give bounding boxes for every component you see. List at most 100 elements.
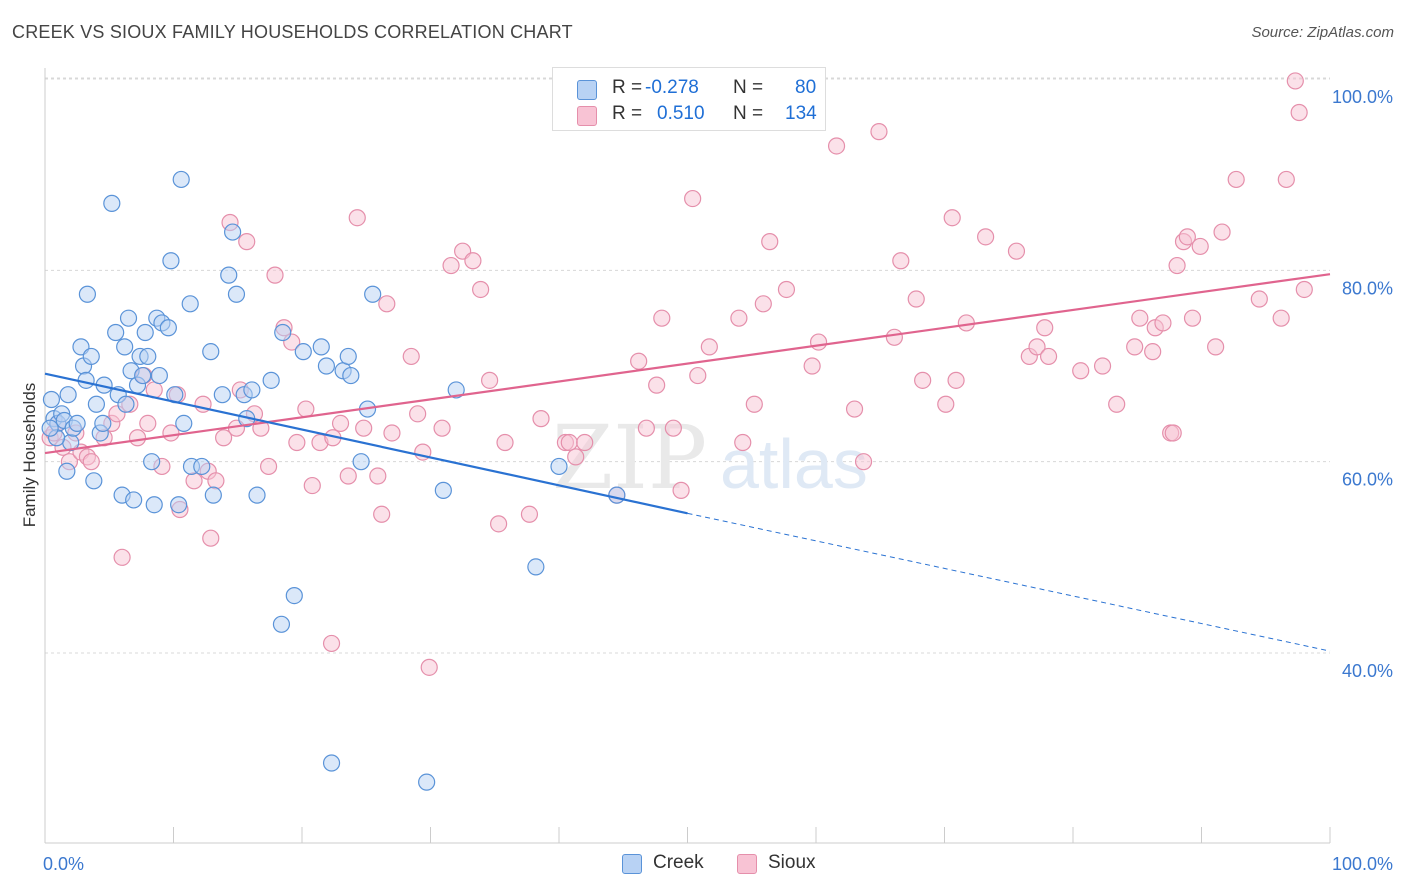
sioux-point xyxy=(937,395,955,413)
chart-title: CREEK VS SIOUX FAMILY HOUSEHOLDS CORRELA… xyxy=(12,22,573,42)
sioux-point xyxy=(139,414,157,432)
sioux-point xyxy=(420,658,438,676)
creek-point xyxy=(550,457,568,476)
sioux-point xyxy=(339,467,357,485)
creek-trend-line xyxy=(44,372,688,515)
sioux-point xyxy=(845,400,864,418)
trend-lines xyxy=(44,273,1331,652)
stats-box: R = -0.278 N = 80 R = 0.510 N = 134 xyxy=(552,67,826,131)
creek-point xyxy=(224,223,242,241)
y-tick-label: 100.0% xyxy=(1332,87,1393,107)
creek-point xyxy=(103,194,121,212)
legend-label-sioux: Sioux xyxy=(768,852,816,873)
creek-point xyxy=(434,481,452,499)
creek-point xyxy=(274,323,292,342)
sioux-point xyxy=(1028,338,1046,356)
sioux-point xyxy=(128,429,147,447)
sioux-point xyxy=(1183,309,1202,327)
creek-point xyxy=(41,419,59,437)
sioux-point xyxy=(1144,343,1162,361)
creek-point xyxy=(181,295,199,313)
sioux-point xyxy=(1277,170,1295,189)
creek-point xyxy=(175,414,193,432)
creek-point xyxy=(119,309,138,327)
creek-point xyxy=(364,285,382,303)
creek-point xyxy=(172,170,190,189)
creek-point xyxy=(139,347,157,366)
sioux-point xyxy=(1036,319,1054,337)
sioux-point xyxy=(854,453,873,471)
creek-point xyxy=(143,453,161,471)
sioux-point xyxy=(297,400,315,418)
creek-point xyxy=(202,343,220,361)
sioux-point xyxy=(481,371,499,389)
sioux-point xyxy=(1154,314,1172,332)
creek-point xyxy=(243,381,261,399)
creek-point xyxy=(145,496,163,514)
sioux-point xyxy=(1272,309,1290,327)
legend: Creek Sioux xyxy=(0,852,1406,878)
sioux-point xyxy=(1039,347,1058,366)
r-label: R = xyxy=(612,77,643,98)
sioux-point xyxy=(689,366,707,385)
sioux-point xyxy=(754,295,772,313)
sioux-point xyxy=(803,357,821,375)
sioux-point xyxy=(1072,362,1090,380)
creek-point xyxy=(220,266,238,284)
creek-point xyxy=(150,366,168,385)
creek-point xyxy=(85,472,103,490)
creek-point xyxy=(204,486,222,504)
creek-point xyxy=(342,366,360,385)
sioux-point xyxy=(202,529,220,547)
sioux-point xyxy=(907,290,925,308)
creek-point xyxy=(227,285,246,303)
creek-point xyxy=(170,496,188,514)
x-tick-label-min: 0.0% xyxy=(43,854,84,874)
sioux-point xyxy=(1213,223,1231,241)
sioux-point xyxy=(520,505,539,523)
x-tick-label-max: 100.0% xyxy=(1332,854,1393,874)
sioux-point xyxy=(653,309,671,327)
creek-n-value: 80 xyxy=(795,77,817,98)
creek-point xyxy=(213,386,231,404)
y-tick-label: 80.0% xyxy=(1342,278,1393,298)
sioux-swatch xyxy=(577,106,597,126)
sioux-point xyxy=(331,414,350,432)
sioux-point xyxy=(700,338,718,356)
sioux-point xyxy=(238,233,256,251)
sioux-point xyxy=(1131,309,1149,327)
gridlines xyxy=(45,77,1330,654)
creek-point xyxy=(125,491,143,509)
sioux-point xyxy=(576,433,594,452)
sioux-point xyxy=(777,280,796,299)
creek-point xyxy=(294,343,312,361)
sioux-swatch xyxy=(737,854,757,874)
y-tick-label: 40.0% xyxy=(1342,661,1393,681)
n-label: N = xyxy=(733,103,764,124)
sioux-point xyxy=(355,419,373,437)
sioux-point xyxy=(1290,103,1308,122)
creek-point xyxy=(87,395,106,413)
sioux-point xyxy=(1286,72,1304,90)
sioux-point xyxy=(637,419,655,437)
creek-point xyxy=(352,453,370,471)
sioux-point xyxy=(496,433,514,452)
sioux-n-value: 134 xyxy=(785,103,817,124)
creek-point xyxy=(42,390,61,409)
sioux-point xyxy=(630,352,648,370)
sioux-point xyxy=(1250,290,1268,308)
sioux-point xyxy=(373,505,391,523)
sioux-point xyxy=(185,472,203,490)
sioux-point xyxy=(648,376,666,394)
sioux-point xyxy=(977,228,995,246)
sioux-point xyxy=(684,189,702,208)
creek-point xyxy=(162,252,180,270)
creek-point xyxy=(107,323,125,342)
creek-point xyxy=(262,371,280,389)
sioux-point xyxy=(409,405,427,423)
y-tick-label: 60.0% xyxy=(1342,470,1393,490)
sioux-point xyxy=(1191,237,1209,256)
sioux-r-value: 0.510 xyxy=(657,103,705,124)
sioux-point xyxy=(885,328,903,346)
